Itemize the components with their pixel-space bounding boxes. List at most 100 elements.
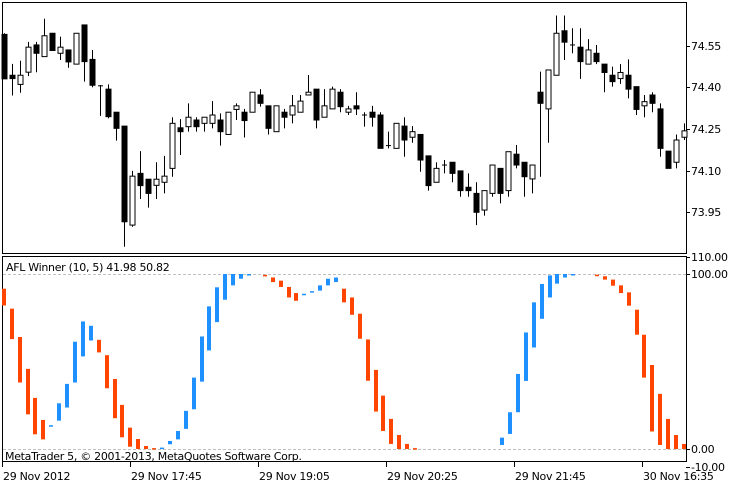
candle [153, 162, 160, 199]
candle [329, 86, 336, 110]
indicator-bar [144, 446, 148, 449]
candle-body [337, 91, 344, 108]
candle-body [185, 116, 192, 128]
indicator-bar [642, 334, 646, 378]
indicator-bar [326, 278, 330, 286]
indicator-bar [397, 435, 401, 449]
candle-body [449, 161, 456, 174]
indicator-bar [89, 325, 93, 341]
indicator-bar [160, 447, 164, 450]
candle [185, 103, 192, 132]
time-axis-label: 29 Nov 17:45 [131, 470, 202, 483]
candle [633, 86, 640, 115]
indicator-bar [658, 393, 662, 445]
candle [217, 113, 224, 146]
candle [193, 117, 200, 132]
indicator-bar [611, 279, 615, 286]
indicator-bar [176, 430, 180, 440]
indicator-bar [674, 435, 678, 449]
candle-body [393, 122, 400, 149]
candle-body [425, 155, 432, 187]
candle [161, 155, 168, 194]
indicator-bar [619, 285, 623, 294]
price-axis-label: 74.55 [691, 39, 721, 53]
candle-body [137, 172, 144, 187]
candle [673, 134, 680, 169]
candle-body [353, 105, 360, 110]
indicator-bar [595, 274, 599, 277]
candle-body [641, 101, 648, 107]
indicator-pane-border [2, 256, 687, 462]
candle-body [457, 170, 464, 192]
candle-body [249, 91, 256, 113]
candle [49, 32, 56, 52]
candle-body [25, 46, 32, 73]
indicator-bar [318, 285, 322, 291]
candle [233, 103, 240, 121]
candle [89, 49, 96, 88]
candle [1, 33, 8, 80]
indicator-bar [334, 277, 338, 283]
candle-body [625, 74, 632, 90]
indicator-bar [113, 379, 117, 419]
indicator-bar [18, 337, 22, 383]
candle-body [465, 186, 472, 192]
candle [681, 123, 688, 141]
candle [57, 36, 64, 60]
candle [649, 92, 656, 113]
candle [225, 111, 232, 135]
candle [289, 94, 296, 124]
indicator-bar [57, 403, 61, 421]
copyright-footer: MetaTrader 5, © 2001-2013, MetaQuotes So… [5, 450, 302, 463]
candle-body [545, 69, 552, 110]
candle-body [1, 33, 8, 80]
indicator-bar [287, 286, 291, 298]
candle-body [609, 74, 616, 83]
candle [41, 18, 48, 58]
indicator-bar [540, 283, 544, 319]
indicator-bar [41, 419, 45, 440]
indicator-title: AFL Winner (10, 5) 41.98 50.82 [6, 261, 170, 274]
candle [65, 49, 72, 68]
indicator-bar [128, 427, 132, 447]
candle-body [241, 111, 248, 122]
candle-body [401, 125, 408, 141]
indicator-axis-label: -10.00 [691, 460, 725, 474]
indicator-bar [239, 274, 243, 279]
candle [305, 74, 312, 96]
candle-body [593, 52, 600, 63]
indicator-bar [231, 274, 235, 286]
candle [353, 92, 360, 115]
candle-body [81, 24, 88, 63]
candle-body [297, 100, 304, 113]
candle-body [497, 167, 504, 194]
candle [449, 161, 456, 183]
price-axis-label: 73.95 [691, 205, 721, 219]
indicator-bar [120, 404, 124, 438]
candle [529, 164, 536, 194]
candle [313, 88, 320, 129]
indicator-bar [247, 274, 251, 276]
candle-body [273, 105, 280, 133]
candle-body [321, 105, 328, 118]
candle [362, 112, 367, 127]
indicator-bar [65, 383, 69, 408]
candle-body [345, 108, 352, 113]
indicator-bar [310, 291, 314, 293]
candle [537, 71, 544, 177]
candle [617, 64, 624, 84]
candle-body [673, 139, 680, 163]
time-axis-label: 29 Nov 20:25 [387, 470, 458, 483]
candle [425, 155, 432, 191]
candle-body [281, 111, 288, 118]
candle-body [201, 116, 208, 124]
indicator-bar [682, 443, 686, 449]
candle-body [145, 178, 152, 194]
candle-body [377, 114, 384, 149]
time-axis-label: 29 Nov 21:45 [515, 470, 586, 483]
indicator-bar [136, 439, 140, 449]
candle [393, 122, 400, 149]
candle [137, 151, 144, 199]
candle [33, 41, 40, 73]
